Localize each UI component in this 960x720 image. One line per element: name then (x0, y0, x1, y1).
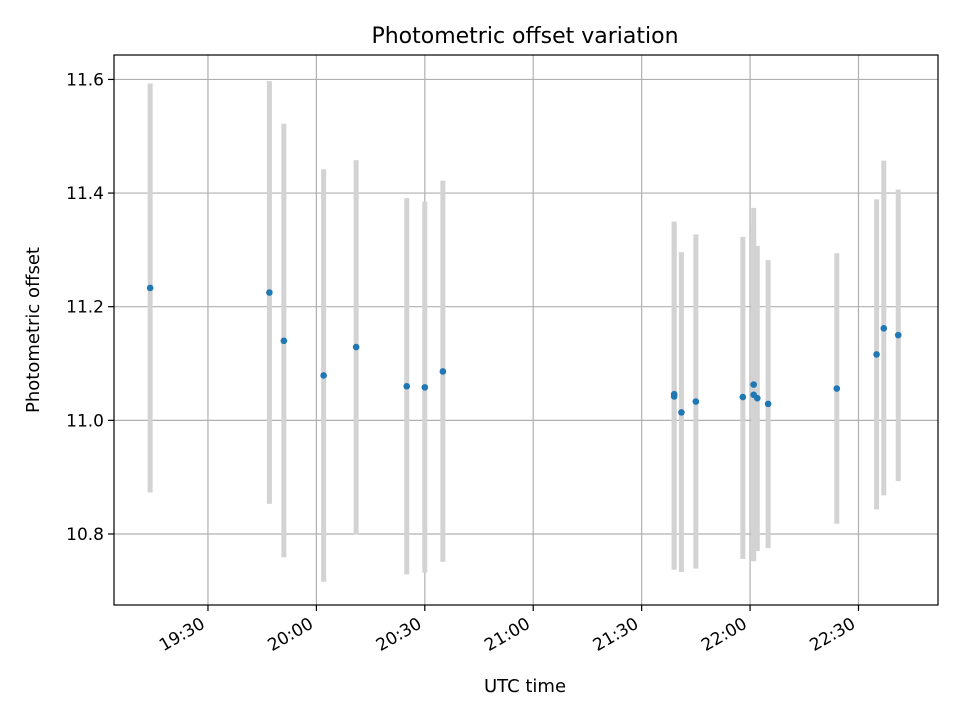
data-point (750, 381, 757, 388)
data-point (320, 372, 327, 379)
y-tick-label: 11.4 (66, 184, 104, 204)
y-tick-label: 11.6 (66, 70, 104, 90)
data-point (352, 343, 360, 351)
data-point (764, 400, 772, 408)
data-point (403, 382, 411, 390)
y-axis-ticks: 10.8 11.0 11.2 11.4 11.6 (66, 70, 114, 545)
data-point (739, 393, 747, 401)
data-point (439, 368, 447, 375)
data-point (280, 337, 288, 345)
plot-frame (113, 54, 939, 606)
chart-title: Photometric offset variation (371, 24, 678, 49)
data-point (692, 398, 700, 405)
data-point (266, 289, 273, 296)
grid-lines (114, 55, 938, 605)
data-point (873, 351, 880, 358)
data-point (146, 284, 154, 292)
data-point (833, 385, 841, 392)
data-point (670, 390, 678, 398)
data-point (894, 331, 902, 339)
data-point (678, 409, 685, 416)
y-tick-label: 11.2 (66, 298, 104, 318)
data-points (146, 284, 902, 416)
y-tick-label: 10.8 (66, 525, 104, 545)
data-point (421, 384, 429, 391)
y-axis-label: Photometric offset (23, 247, 44, 413)
x-axis-label: UTC time (484, 676, 566, 697)
data-point (880, 324, 888, 332)
y-tick-label: 11.0 (66, 411, 104, 431)
data-point (753, 394, 761, 402)
